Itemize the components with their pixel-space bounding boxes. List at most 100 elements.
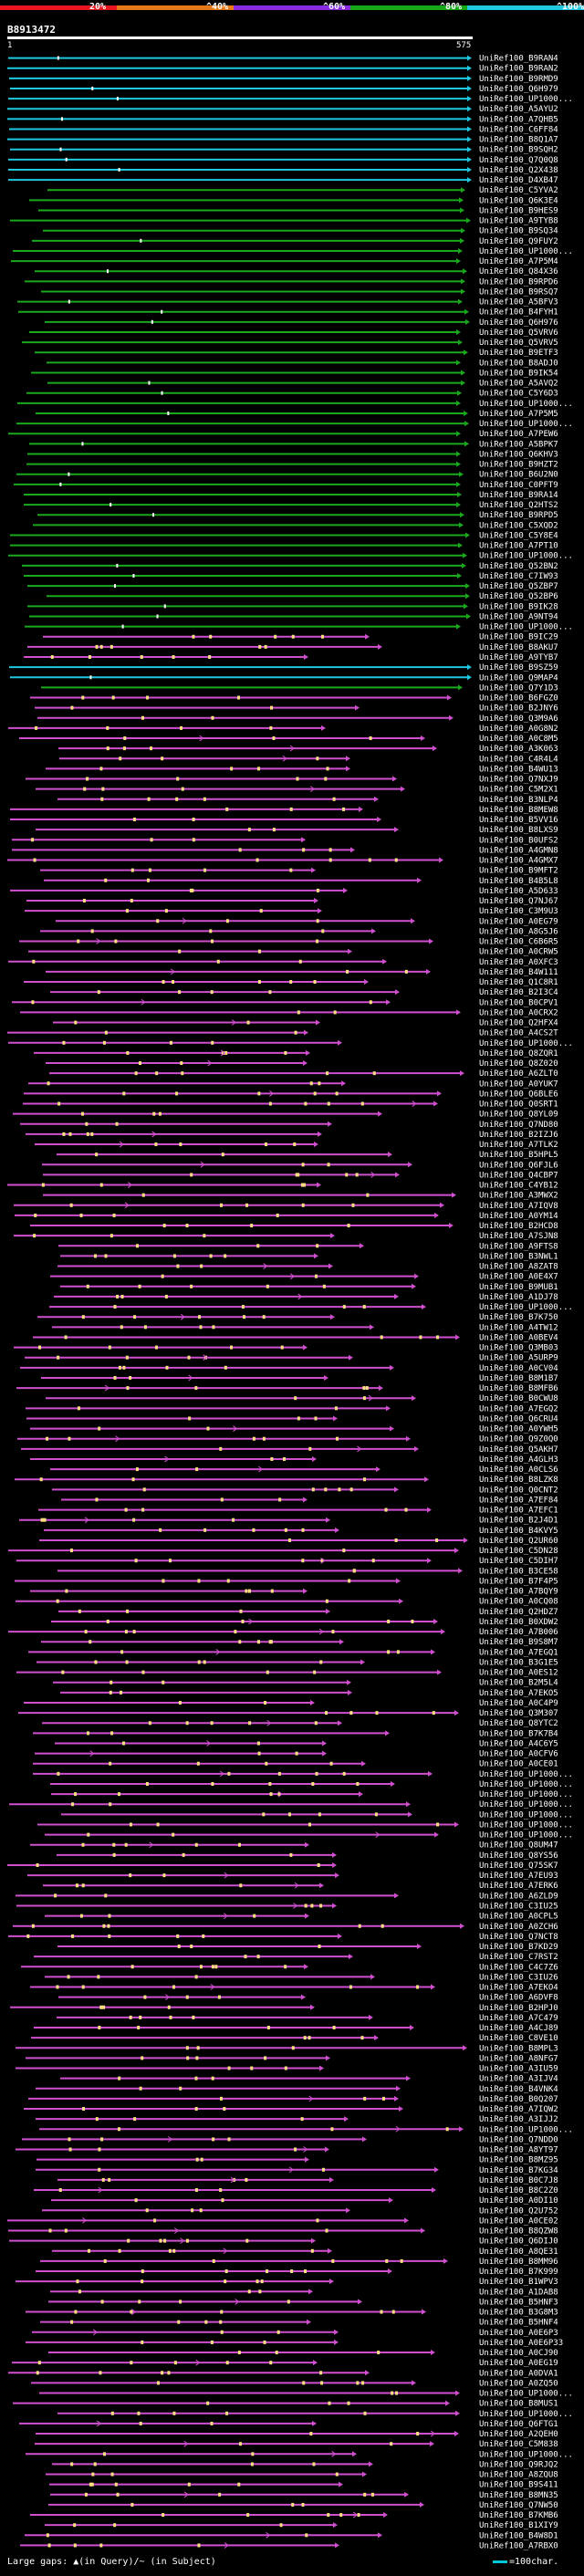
hit-row[interactable]: UniRef100_B9IK54 — [31, 369, 558, 378]
hit-row[interactable]: UniRef100_Q9FUY2 — [32, 237, 558, 246]
hit-id-link[interactable]: UniRef100_B9MUB1 — [479, 1283, 558, 1292]
hit-id-link[interactable]: UniRef100_Q1C8R1 — [479, 978, 558, 987]
hit-row[interactable]: UniRef100_B7K999 — [36, 2268, 558, 2277]
hit-row[interactable]: UniRef100_B9RA14 — [24, 491, 558, 500]
hit-row[interactable]: UniRef100_A0ES12 — [16, 1669, 558, 1678]
hit-id-link[interactable]: UniRef100_A4GMN8 — [479, 846, 558, 855]
hit-id-link[interactable]: UniRef100_B4W111 — [479, 968, 558, 977]
hit-id-link[interactable]: UniRef100_A7QHB5 — [479, 115, 558, 124]
hit-id-link[interactable]: UniRef100_B9S411 — [479, 2481, 558, 2490]
hit-row[interactable]: UniRef100_A0C4P9 — [24, 1699, 558, 1708]
hit-id-link[interactable]: UniRef100_Q7ND80 — [479, 1121, 558, 1130]
hit-id-link[interactable]: UniRef100_Q7NXJ9 — [479, 776, 558, 785]
hit-id-link[interactable]: UniRef100_A7IQW2 — [479, 2105, 558, 2114]
hit-row[interactable]: UniRef100_A0CPL5 — [45, 1913, 558, 1922]
hit-row[interactable]: UniRef100_Q52BN2 — [22, 562, 558, 571]
hit-row[interactable]: UniRef100_Q9Z0Q0 — [17, 1435, 558, 1444]
hit-row[interactable]: UniRef100_B1WPV3 — [16, 2278, 558, 2287]
hit-row[interactable]: UniRef100_B2J4D1 — [19, 1517, 558, 1526]
hit-id-link[interactable]: UniRef100_C6B6R5 — [479, 938, 558, 947]
hit-row[interactable]: UniRef100_B8LZK8 — [15, 1476, 558, 1485]
hit-row[interactable]: UniRef100_B2M5L4 — [53, 1679, 558, 1688]
hit-id-link[interactable]: UniRef100_B5VV16 — [479, 816, 558, 825]
hit-row[interactable]: UniRef100_B9RAN4 — [8, 55, 558, 64]
hit-id-link[interactable]: UniRef100_A9NT94 — [479, 612, 558, 621]
hit-id-link[interactable]: UniRef100_C3IU26 — [479, 1973, 558, 1982]
hit-id-link[interactable]: UniRef100_A0YM14 — [479, 1212, 558, 1221]
hit-row[interactable]: UniRef100_A9TYB8 — [10, 217, 558, 226]
hit-id-link[interactable]: UniRef100_A8QE31 — [479, 2247, 558, 2257]
hit-id-link[interactable]: UniRef100_B7KG34 — [479, 2166, 558, 2175]
hit-row[interactable]: UniRef100_A7EKO5 — [60, 1689, 558, 1698]
hit-id-link[interactable]: UniRef100_C5DIH7 — [479, 1557, 558, 1566]
hit-row[interactable]: UniRef100_A7C479 — [57, 2014, 558, 2023]
hit-row[interactable]: UniRef100_C5XQD2 — [33, 521, 558, 530]
hit-id-link[interactable]: UniRef100_UP1000... — [479, 2125, 573, 2134]
hit-row[interactable]: UniRef100_A5AVQ2 — [47, 380, 558, 389]
hit-row[interactable]: UniRef100_Q75SK7 — [7, 1862, 558, 1871]
hit-id-link[interactable]: UniRef100_A0CV04 — [479, 1364, 558, 1373]
hit-row[interactable]: UniRef100_UP1000... — [16, 420, 573, 429]
hit-id-link[interactable]: UniRef100_Q8YS56 — [479, 1851, 558, 1861]
hit-row[interactable]: UniRef100_A0E6P3 — [32, 2329, 558, 2338]
hit-id-link[interactable]: UniRef100_A4TW12 — [479, 1323, 558, 1332]
hit-id-link[interactable]: UniRef100_B9RPD5 — [479, 511, 558, 520]
hit-row[interactable]: UniRef100_Q2X438 — [8, 166, 558, 175]
hit-id-link[interactable]: UniRef100_B4W8D1 — [479, 2531, 558, 2540]
hit-row[interactable]: UniRef100_Q9MAP4 — [10, 673, 558, 683]
hit-row[interactable]: UniRef100_C0PFT9 — [14, 481, 558, 490]
hit-id-link[interactable]: UniRef100_A0ZQ50 — [479, 2379, 558, 2388]
hit-row[interactable]: UniRef100_B8LXS9 — [36, 826, 558, 835]
hit-id-link[interactable]: UniRef100_Q5VRV6 — [479, 329, 558, 338]
hit-id-link[interactable]: UniRef100_A8G5J6 — [479, 927, 558, 936]
hit-id-link[interactable]: UniRef100_A9TYB8 — [479, 217, 558, 226]
hit-id-link[interactable]: UniRef100_A0CFV6 — [479, 1750, 558, 1759]
hit-id-link[interactable]: UniRef100_C7IW93 — [479, 572, 558, 581]
hit-id-link[interactable]: UniRef100_Q8UM47 — [479, 1841, 558, 1851]
hit-id-link[interactable]: UniRef100_B8AKU7 — [479, 643, 558, 652]
hit-row[interactable]: UniRef100_C5M838 — [35, 2440, 558, 2449]
hit-row[interactable]: UniRef100_UP1000... — [37, 1820, 573, 1830]
hit-id-link[interactable]: UniRef100_B9RAN4 — [479, 55, 558, 64]
hit-id-link[interactable]: UniRef100_A0ES12 — [479, 1669, 558, 1678]
hit-id-link[interactable]: UniRef100_A0YWH5 — [479, 1425, 558, 1434]
hit-row[interactable]: UniRef100_B4FYH1 — [18, 308, 558, 318]
hit-id-link[interactable]: UniRef100_UP1000... — [479, 420, 573, 429]
hit-row[interactable]: UniRef100_B4B5L8 — [44, 877, 558, 886]
hit-row[interactable]: UniRef100_A0C8M5 — [19, 735, 558, 744]
hit-id-link[interactable]: UniRef100_B4WU13 — [479, 765, 558, 774]
hit-id-link[interactable]: UniRef100_A8YT97 — [479, 2146, 558, 2155]
hit-row[interactable]: UniRef100_C7IW93 — [24, 572, 558, 581]
hit-row[interactable]: UniRef100_Q6FTG1 — [19, 2420, 558, 2429]
hit-row[interactable]: UniRef100_A9NT94 — [29, 612, 558, 621]
hit-row[interactable]: UniRef100_Q7NXJ9 — [26, 776, 558, 785]
hit-id-link[interactable]: UniRef100_B2HPJ0 — [479, 2004, 558, 2013]
hit-row[interactable]: UniRef100_A5URP9 — [25, 1354, 558, 1363]
hit-id-link[interactable]: UniRef100_A1DAB8 — [479, 2288, 558, 2297]
hit-row[interactable]: UniRef100_B3G8M3 — [26, 2309, 558, 2318]
hit-id-link[interactable]: UniRef100_B0UFS2 — [479, 836, 558, 845]
hit-row[interactable]: UniRef100_Q84X36 — [35, 267, 558, 276]
hit-row[interactable]: UniRef100_A1DAB8 — [50, 2288, 558, 2297]
hit-id-link[interactable]: UniRef100_A4CJ89 — [479, 2024, 558, 2033]
hit-row[interactable]: UniRef100_A3MWX2 — [43, 1192, 558, 1201]
hit-row[interactable]: UniRef100_A0ZQ50 — [31, 2379, 558, 2388]
hit-id-link[interactable]: UniRef100_C7RST2 — [479, 1953, 558, 1962]
hit-id-link[interactable]: UniRef100_B9RAN2 — [479, 65, 558, 74]
hit-row[interactable]: UniRef100_B0C7J8 — [57, 2176, 558, 2185]
hit-row[interactable]: UniRef100_C5DN28 — [8, 1547, 558, 1556]
hit-id-link[interactable]: UniRef100_A9FTS8 — [479, 1242, 558, 1251]
hit-row[interactable]: UniRef100_Q9RJQ2 — [52, 2460, 558, 2469]
hit-row[interactable]: UniRef100_A0G8N2 — [8, 725, 558, 734]
hit-row[interactable]: UniRef100_A3K063 — [58, 745, 558, 754]
hit-id-link[interactable]: UniRef100_Q3M9A6 — [479, 714, 558, 724]
hit-id-link[interactable]: UniRef100_A0C4P9 — [479, 1699, 558, 1708]
hit-id-link[interactable]: UniRef100_B9MFT2 — [479, 867, 558, 876]
hit-row[interactable]: UniRef100_A1DJ78 — [54, 1293, 558, 1302]
hit-id-link[interactable]: UniRef100_Q2X438 — [479, 166, 558, 175]
hit-id-link[interactable]: UniRef100_C5Y6D3 — [479, 390, 558, 399]
hit-id-link[interactable]: UniRef100_Q6FTG1 — [479, 2420, 558, 2429]
hit-row[interactable]: UniRef100_Q8YS56 — [57, 1851, 558, 1861]
hit-row[interactable]: UniRef100_B8MPL3 — [16, 2044, 558, 2053]
hit-id-link[interactable]: UniRef100_UP1000... — [479, 2410, 573, 2419]
